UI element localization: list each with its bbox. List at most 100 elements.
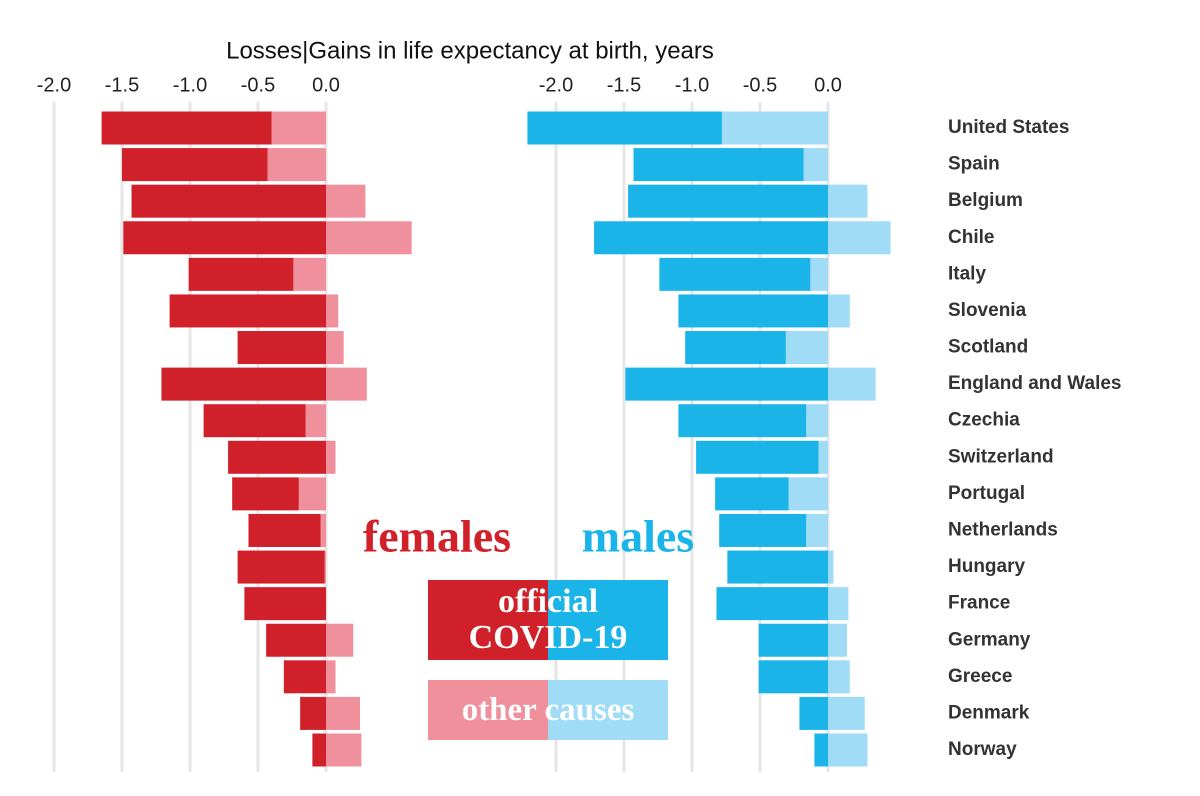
bar	[122, 148, 268, 182]
bar	[271, 111, 326, 145]
bar	[248, 513, 321, 547]
x-tick-label: -2.0	[37, 74, 71, 96]
x-tick-label: -0.5	[743, 74, 777, 96]
x-tick-label: 0.0	[814, 74, 842, 96]
bar	[131, 184, 326, 218]
x-tick-label: -1.5	[105, 74, 139, 96]
x-tick-label: -0.5	[241, 74, 275, 96]
bar	[237, 550, 325, 584]
bar	[758, 623, 828, 657]
legend-label: females	[363, 511, 511, 562]
bar	[828, 660, 850, 694]
legend-swatch	[428, 580, 548, 660]
bar	[228, 440, 326, 474]
bar	[758, 660, 828, 694]
legend-swatch	[428, 680, 548, 740]
bar	[678, 404, 807, 438]
y-tick-label: Czechia	[948, 410, 1020, 431]
bar	[788, 477, 828, 511]
y-tick-label: Scotland	[948, 337, 1028, 358]
bar	[828, 184, 868, 218]
bar	[785, 331, 828, 365]
bar	[293, 257, 326, 291]
bar	[324, 550, 326, 584]
y-tick-label: Denmark	[948, 702, 1030, 723]
y-tick-label: Chile	[948, 227, 994, 248]
bar	[810, 257, 828, 291]
bar	[188, 257, 294, 291]
bar	[719, 513, 807, 547]
legend-swatch	[548, 580, 668, 660]
bar	[237, 331, 326, 365]
bar	[326, 184, 366, 218]
x-tick-label: 0.0	[312, 74, 340, 96]
bar	[716, 587, 828, 621]
legend-label: males	[582, 511, 694, 562]
bar	[806, 404, 828, 438]
bar	[696, 440, 819, 474]
y-tick-label: France	[948, 593, 1010, 614]
bar	[169, 294, 326, 328]
y-tick-label: Hungary	[948, 556, 1026, 577]
y-tick-label: Spain	[948, 154, 1000, 175]
x-tick-label: -1.0	[173, 74, 207, 96]
bar	[727, 550, 828, 584]
legend-box: official COVID-19	[468, 583, 628, 656]
bar	[326, 294, 339, 328]
bar	[326, 696, 360, 730]
bar	[312, 733, 326, 767]
y-tick-label: Switzerland	[948, 446, 1054, 467]
bar	[633, 148, 804, 182]
bar	[814, 733, 828, 767]
bar	[305, 404, 326, 438]
y-tick-label: Germany	[948, 629, 1031, 650]
y-tick-label: Slovenia	[948, 300, 1027, 321]
legend-label: official COVID-19	[468, 583, 628, 656]
y-tick-label: England and Wales	[948, 373, 1122, 394]
y-tick-label: Portugal	[948, 483, 1025, 504]
legend-label: other causes	[461, 692, 635, 728]
bar	[326, 221, 412, 255]
bar	[721, 111, 828, 145]
y-tick-label: United States	[948, 117, 1069, 138]
bar	[806, 513, 828, 547]
bar	[267, 148, 326, 182]
y-tick-label: Belgium	[948, 190, 1023, 211]
bar	[828, 733, 868, 767]
bar	[101, 111, 272, 145]
bar	[203, 404, 306, 438]
y-tick-label: Norway	[948, 739, 1017, 760]
bar	[123, 221, 326, 255]
bar	[628, 184, 828, 218]
bar	[828, 221, 891, 255]
bar	[803, 148, 828, 182]
bar	[326, 331, 344, 365]
bar	[659, 257, 811, 291]
bar	[828, 367, 876, 401]
bar	[326, 367, 367, 401]
y-tick-label: Netherlands	[948, 519, 1058, 540]
x-tick-label: -1.5	[607, 74, 641, 96]
bar	[828, 294, 850, 328]
legend-box: other causes	[461, 692, 635, 728]
bar	[799, 696, 828, 730]
bar	[828, 623, 848, 657]
bar	[828, 550, 834, 584]
bar	[715, 477, 789, 511]
bar	[828, 587, 849, 621]
bar	[685, 331, 786, 365]
bar	[678, 294, 828, 328]
chart-title: Losses|Gains in life expectancy at birth…	[226, 37, 714, 64]
bar	[625, 367, 828, 401]
bar	[244, 587, 326, 621]
bar	[326, 733, 362, 767]
bar	[283, 660, 326, 694]
legend-swatch	[548, 680, 668, 740]
bar	[320, 513, 326, 547]
y-tick-label: Italy	[948, 263, 986, 284]
bar	[298, 477, 326, 511]
bar	[161, 367, 326, 401]
x-tick-label: -2.0	[539, 74, 573, 96]
bar	[326, 660, 336, 694]
